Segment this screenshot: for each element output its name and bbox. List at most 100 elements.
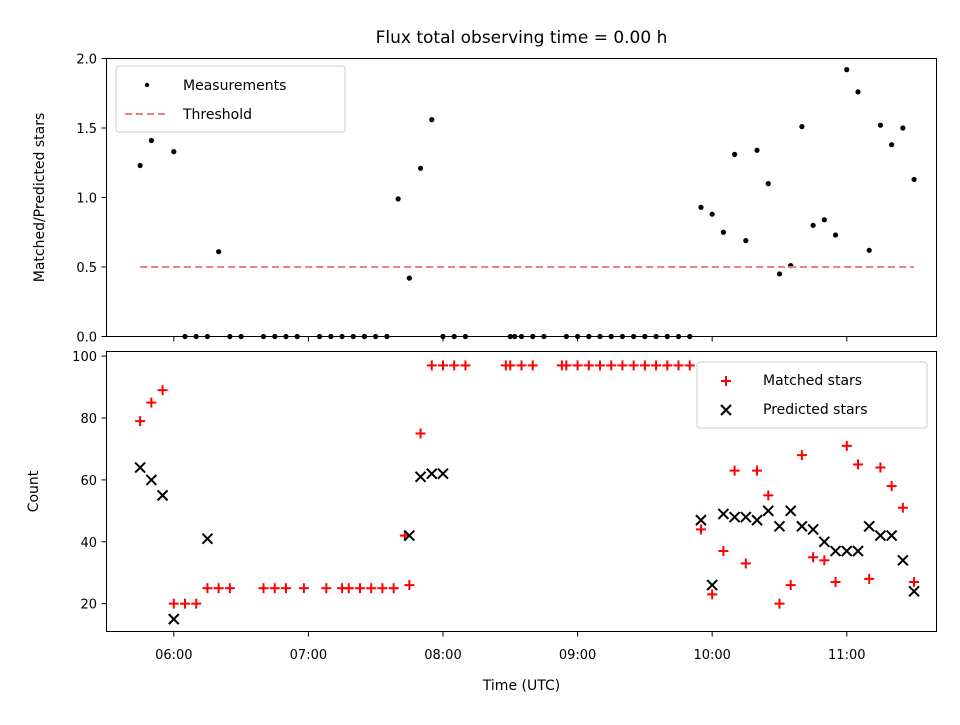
predicted-star-point — [852, 545, 864, 557]
measurement-point — [911, 176, 917, 183]
matched-star-point — [752, 465, 763, 476]
measurement-point — [361, 333, 368, 340]
matched-star-point — [460, 360, 471, 371]
matched-star-point — [298, 583, 309, 594]
bottom-axes-frame — [106, 351, 937, 632]
measurement-point — [294, 333, 300, 340]
matched-star-point — [718, 546, 729, 557]
measurement-point — [193, 333, 199, 340]
predicted-star-point — [437, 468, 449, 480]
measurement-point — [642, 333, 648, 340]
matched-star-point — [146, 397, 157, 408]
measurement-point — [462, 333, 469, 340]
matched-star-point — [595, 360, 606, 371]
predicted-star-point — [728, 511, 741, 523]
matched-star-point — [774, 598, 785, 609]
measurement-point — [507, 333, 513, 340]
matched-star-point — [808, 552, 819, 563]
legend-predicted-label: Predicted stars — [763, 402, 868, 418]
matched-star-point — [628, 360, 639, 371]
predicted-star-point — [807, 523, 819, 536]
top-y-axis-label: Matched/Predicted stars — [32, 113, 48, 283]
measurement-point — [687, 333, 693, 340]
matched-star-point — [909, 576, 920, 587]
measurement-point — [395, 196, 401, 202]
measurement-point — [530, 333, 536, 340]
matched-star-point — [639, 360, 650, 371]
matched-star-point — [695, 524, 706, 535]
measurement-point — [675, 333, 682, 340]
measurement-point — [216, 249, 222, 255]
measurement-point — [866, 247, 872, 253]
top-plot-marks — [137, 67, 917, 340]
legend-matched-label: Matched stars — [763, 373, 862, 389]
measurement-point — [238, 333, 244, 340]
measurement-point — [754, 147, 760, 153]
matched-star-point — [202, 583, 213, 594]
x-tick-label: 09:00 — [559, 648, 596, 663]
measurement-point — [597, 333, 603, 340]
measurement-point — [137, 162, 143, 169]
measurement-point — [653, 333, 659, 340]
measurement-point — [765, 181, 771, 187]
matched-star-point — [224, 583, 235, 594]
matched-star-point — [343, 583, 354, 594]
measurement-point — [799, 124, 805, 130]
matched-star-point — [135, 416, 146, 427]
legend-matched-marker — [721, 376, 731, 386]
matched-star-point — [796, 450, 807, 461]
measurement-point — [844, 67, 850, 73]
matched-star-point — [527, 360, 538, 371]
measurement-point — [328, 333, 334, 340]
measurement-point — [821, 217, 827, 223]
measurement-point — [148, 137, 154, 144]
measurement-point — [227, 333, 233, 340]
matched-star-point — [662, 360, 673, 371]
predicted-star-point — [885, 529, 898, 542]
measurement-point — [512, 333, 518, 340]
measurement-point — [664, 333, 670, 340]
measurement-point — [732, 151, 738, 158]
matched-star-point — [707, 589, 718, 600]
matched-star-point — [426, 360, 437, 371]
matched-star-point — [864, 573, 875, 584]
predicted-star-point — [706, 579, 718, 591]
predicted-star-point — [740, 511, 752, 523]
matched-star-point — [168, 598, 179, 609]
top-y-tick-label: 2.0 — [76, 53, 97, 68]
measurement-point — [518, 333, 525, 340]
bottom-y-tick-label: 40 — [80, 536, 97, 551]
matched-star-point — [740, 558, 751, 569]
bottom-y-tick-label: 100 — [72, 350, 97, 365]
predicted-star-point — [145, 474, 158, 486]
measurement-point — [900, 125, 906, 131]
measurement-point — [283, 333, 289, 340]
matched-star-point — [606, 360, 617, 371]
matched-star-point — [449, 360, 460, 371]
measurement-point — [889, 142, 895, 148]
predicted-star-point — [156, 489, 169, 502]
matched-star-point — [841, 440, 852, 451]
matched-star-point — [258, 583, 269, 594]
x-tick-label: 07:00 — [290, 648, 327, 663]
measurement-point — [855, 89, 861, 95]
legend-measurements-label: Measurements — [183, 78, 286, 94]
predicted-star-point — [403, 529, 416, 542]
predicted-star-point — [426, 468, 438, 480]
top-legend: Measurements Threshold — [115, 65, 346, 133]
predicted-star-point — [874, 529, 887, 542]
measurement-point — [619, 333, 626, 340]
matched-star-point — [280, 583, 291, 594]
matched-star-point — [388, 583, 399, 594]
matched-star-point — [617, 360, 628, 371]
measurement-point — [204, 333, 211, 340]
measurement-point — [877, 122, 884, 128]
measurement-point — [698, 204, 704, 210]
matched-star-point — [366, 583, 377, 594]
matched-star-point — [875, 462, 886, 473]
measurement-point — [541, 333, 547, 340]
predicted-star-point — [829, 545, 842, 557]
measurement-point — [810, 222, 816, 228]
predicted-star-point — [168, 613, 180, 625]
